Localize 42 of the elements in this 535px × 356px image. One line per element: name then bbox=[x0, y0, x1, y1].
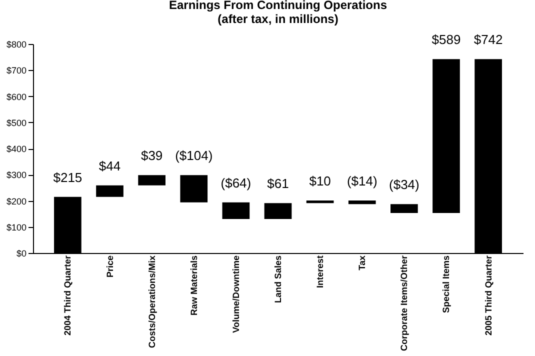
x-tick-label: Price bbox=[104, 256, 115, 278]
y-tick-label: $0 bbox=[16, 248, 26, 258]
data-label: ($34) bbox=[389, 177, 420, 192]
x-tick-label: 2005 Third Quarter bbox=[483, 255, 494, 336]
data-label: ($64) bbox=[220, 175, 252, 190]
chart-subtitle: (after tax, in millions) bbox=[218, 12, 338, 26]
x-tick-label: Raw Materials bbox=[188, 256, 199, 316]
bar bbox=[222, 202, 250, 220]
data-label: $44 bbox=[98, 158, 121, 174]
bar bbox=[96, 185, 124, 197]
bar bbox=[180, 175, 208, 202]
bar bbox=[264, 203, 292, 220]
data-label: $10 bbox=[309, 173, 331, 188]
bar bbox=[138, 175, 166, 186]
y-tick-label: $200 bbox=[6, 196, 26, 206]
bar bbox=[348, 200, 376, 204]
x-tick-label: Tax bbox=[357, 256, 368, 270]
data-label: $61 bbox=[267, 176, 289, 192]
bar bbox=[306, 200, 334, 204]
x-tick-label: Volume/Downtime bbox=[230, 256, 241, 333]
data-label: $589 bbox=[432, 32, 461, 48]
y-tick-label: $500 bbox=[6, 118, 26, 128]
data-label: $742 bbox=[474, 32, 503, 48]
x-tick-label: Special Items bbox=[441, 256, 452, 314]
data-label: ($14) bbox=[346, 173, 378, 188]
bar bbox=[390, 204, 418, 214]
x-tick-label: Corporate Items/Other bbox=[399, 255, 410, 352]
x-tick-label: Interest bbox=[315, 256, 326, 288]
x-tick-label: 2004 Third Quarter bbox=[62, 255, 73, 336]
y-tick-label: $600 bbox=[6, 92, 26, 102]
bar bbox=[432, 59, 460, 214]
data-label: ($104) bbox=[175, 148, 213, 164]
chart-title: Earnings From Continuing Operations bbox=[168, 0, 388, 12]
y-tick-label: $400 bbox=[6, 144, 26, 154]
y-tick-label: $100 bbox=[6, 222, 26, 232]
x-tick-label: Costs/Operations/Mix bbox=[146, 256, 157, 348]
data-label: $215 bbox=[53, 170, 82, 185]
data-label: $39 bbox=[140, 148, 163, 164]
y-tick-label: $300 bbox=[6, 170, 26, 180]
y-tick-label: $800 bbox=[6, 40, 26, 50]
y-tick-label: $700 bbox=[6, 66, 26, 76]
x-tick-label: Land Sales bbox=[273, 256, 283, 304]
